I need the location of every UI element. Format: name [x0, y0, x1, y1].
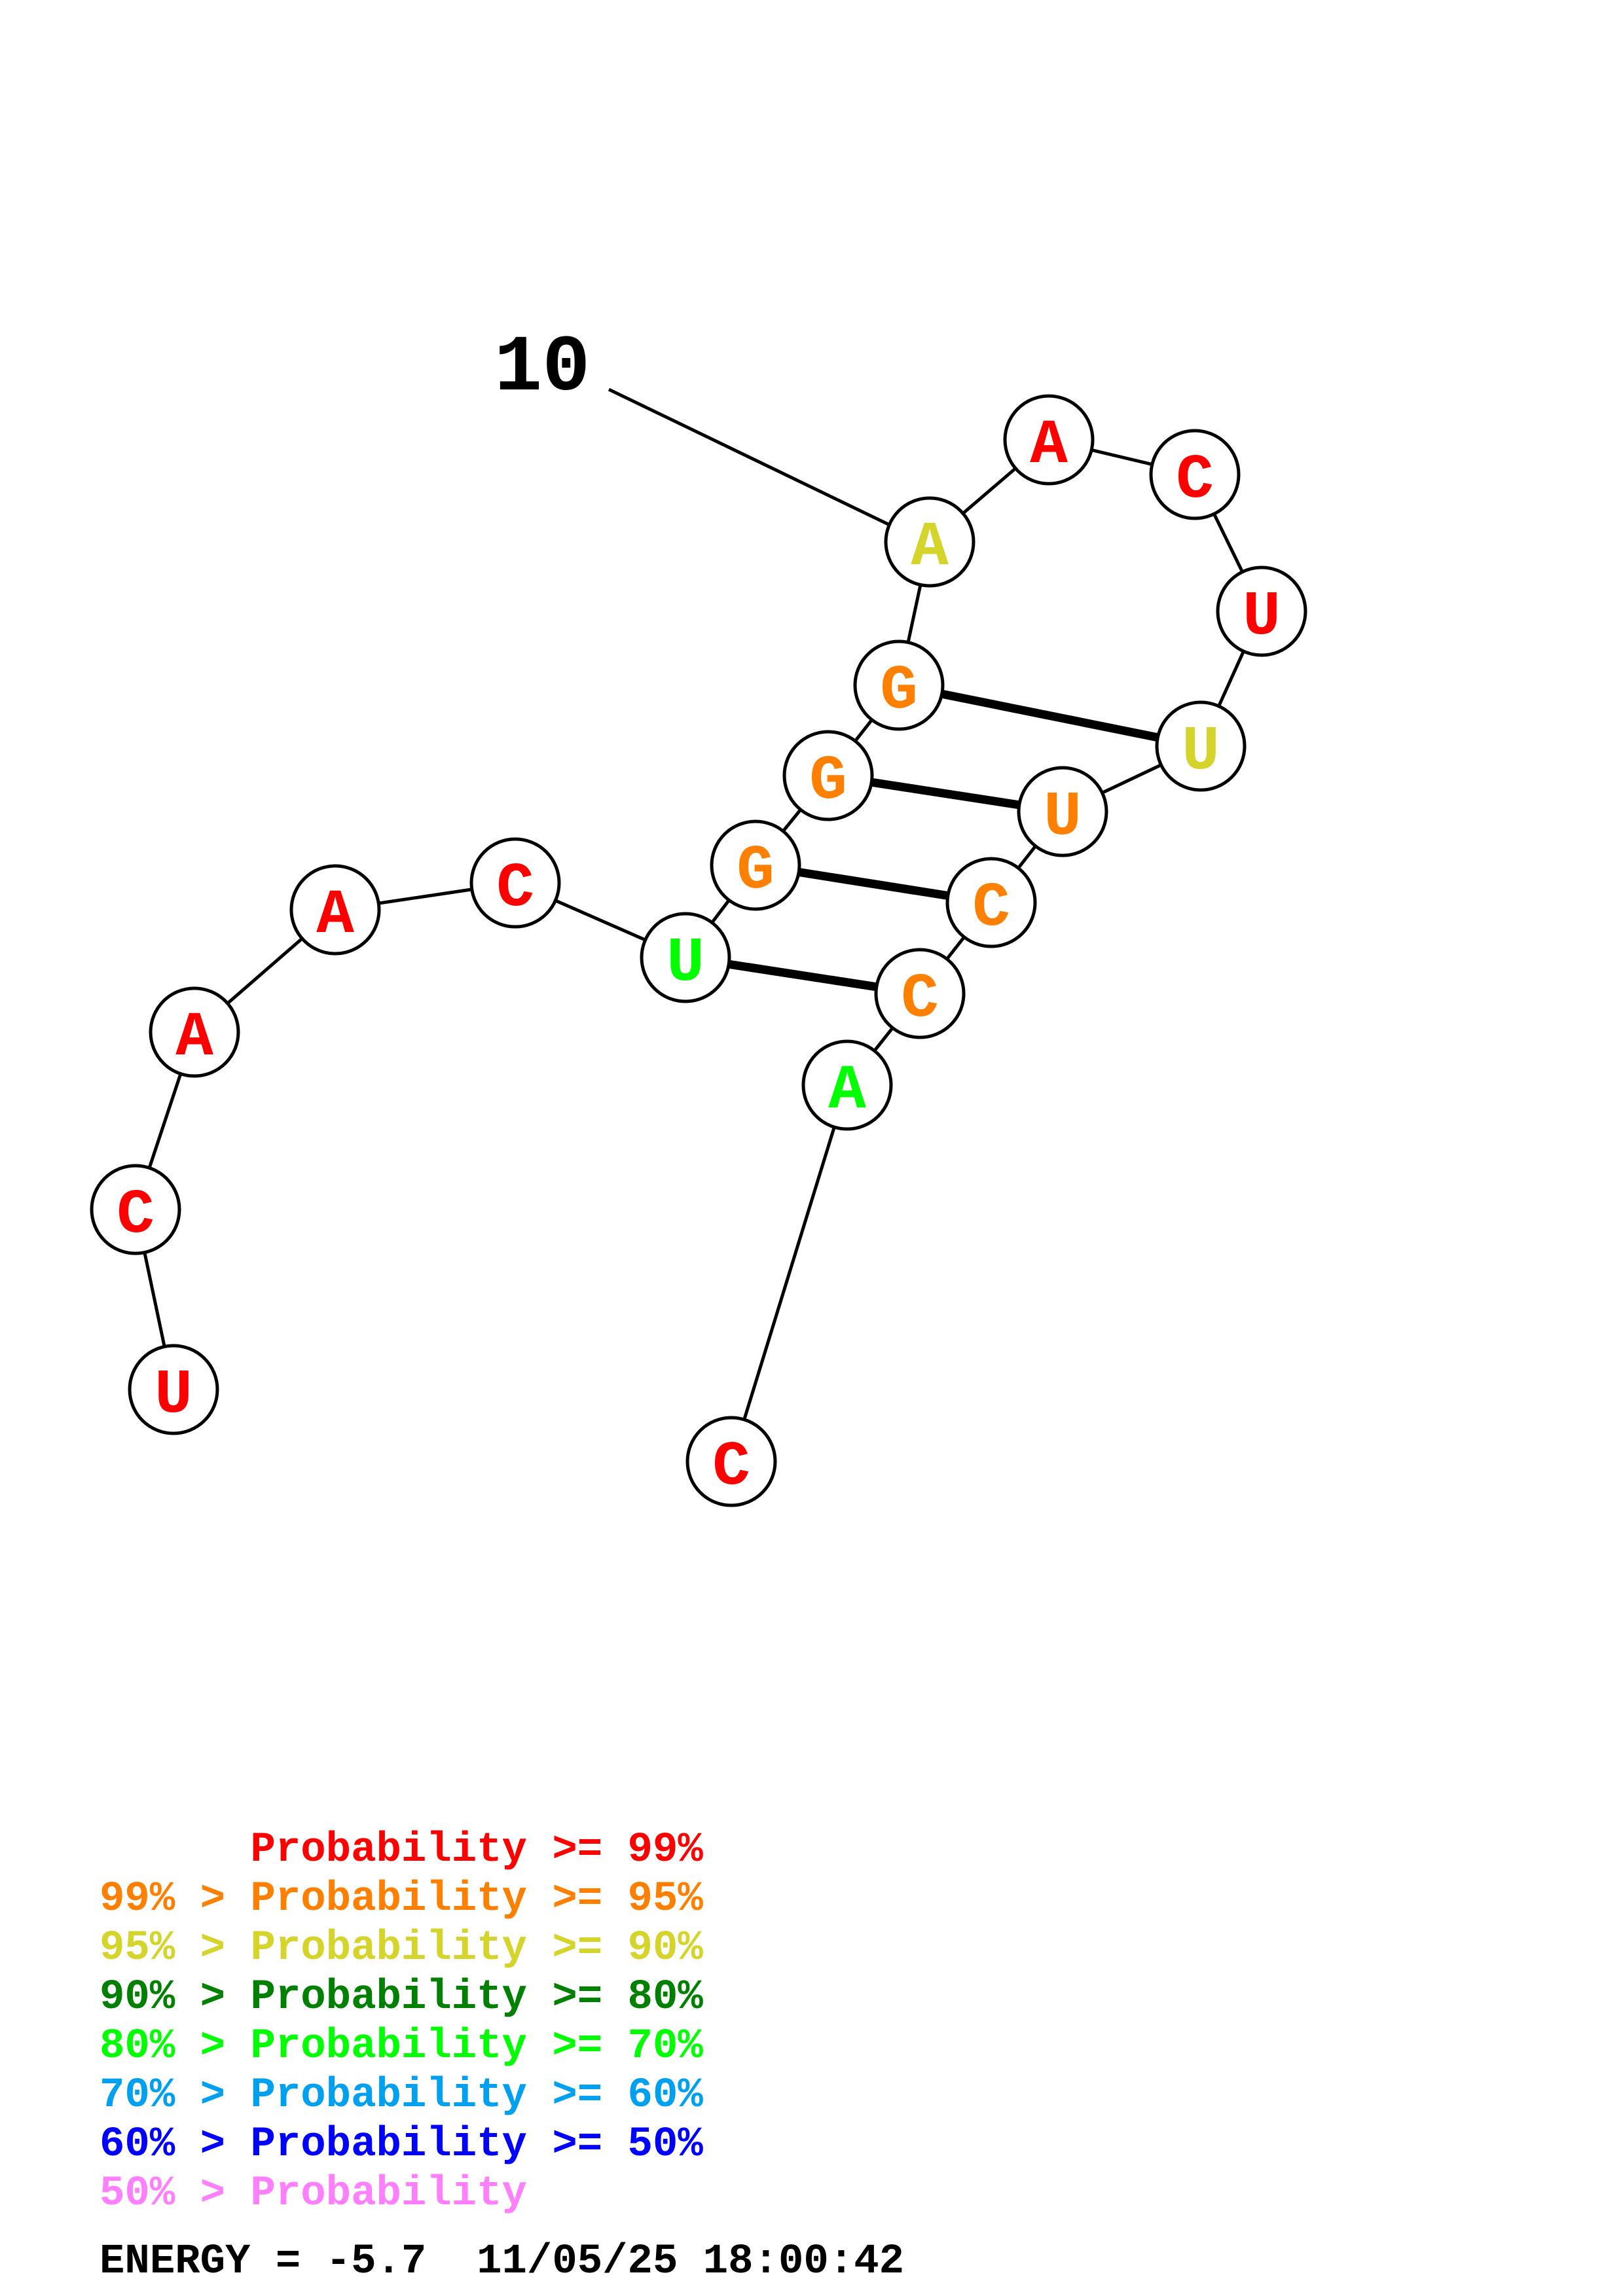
- nucleotide-circle: [289, 864, 381, 956]
- nucleotide-circle: [1017, 766, 1108, 857]
- nucleotide-17: C: [874, 948, 966, 1039]
- nucleotide-base-letter: G: [880, 655, 918, 726]
- nucleotide-2: C: [90, 1164, 181, 1255]
- nucleotide-circle: [710, 819, 801, 911]
- nucleotide-base-letter: A: [175, 1002, 213, 1073]
- nucleotide-base-letter: C: [901, 963, 939, 1035]
- nucleotide-15: U: [1017, 766, 1108, 857]
- nucleotide-circle: [782, 730, 874, 821]
- probability-legend: Probability >= 99% 99% > Probability >= 9…: [100, 1826, 703, 2219]
- nucleotide-1: U: [128, 1344, 219, 1435]
- base-pair-line: [898, 681, 1202, 751]
- backbone-segment: [729, 1085, 849, 1462]
- nucleotide-circle: [149, 986, 240, 1078]
- nucleotide-base-letter: A: [1030, 410, 1068, 481]
- nucleotide-circle: [1149, 429, 1241, 520]
- nucleotide-base-letter: A: [316, 880, 354, 951]
- nucleotide-circle: [90, 1164, 181, 1255]
- nucleotide-circle: [853, 639, 945, 731]
- nucleotide-6: U: [640, 912, 731, 1003]
- legend-entry: 95% > Probability >= 90%: [100, 1925, 703, 1972]
- energy-footer: ENERGY = -5.7 11/05/25 18:00:42: [100, 2238, 904, 2286]
- legend-entry: 50% > Probability: [100, 2170, 527, 2217]
- nucleotide-14: U: [1155, 700, 1247, 792]
- nucleotide-base-letter: U: [1182, 716, 1220, 787]
- nucleotide-base-letter: G: [737, 835, 775, 906]
- nucleotide-base-letter: U: [1243, 581, 1281, 653]
- nucleotide-base-letter: C: [1176, 444, 1214, 516]
- nucleotide-base-letter: A: [911, 512, 949, 583]
- nucleotide-base-letter: U: [155, 1359, 192, 1431]
- nucleotide-4: A: [289, 864, 381, 956]
- legend-entry: 80% > Probability >= 70%: [100, 2023, 703, 2070]
- nucleotide-circle: [685, 1416, 777, 1507]
- nucleotide-circle: [874, 948, 966, 1039]
- position-10-leader-line: [608, 387, 895, 529]
- nucleotide-base-letter: U: [666, 927, 704, 999]
- legend-entry: 90% > Probability >= 80%: [100, 1974, 703, 2021]
- nucleotide-base-letter: C: [496, 853, 534, 924]
- nucleotide-base-letter: C: [117, 1179, 155, 1251]
- nucleotide-13: U: [1216, 565, 1307, 657]
- legend-entry: 60% > Probability >= 50%: [100, 2121, 703, 2168]
- nucleotide-3: A: [149, 986, 240, 1078]
- legend-entry: 70% > Probability >= 60%: [100, 2072, 703, 2119]
- legend-entry: Probability >= 99%: [100, 1827, 703, 1874]
- nucleotide-base-letter: U: [1044, 781, 1082, 853]
- nucleotide-19: C: [685, 1416, 777, 1507]
- nucleotide-9: G: [853, 639, 945, 731]
- energy-value: ENERGY = -5.7: [100, 2238, 427, 2286]
- nucleotide-11: A: [1003, 394, 1095, 486]
- nucleotide-12: C: [1149, 429, 1241, 520]
- nucleotide-5: C: [469, 837, 561, 929]
- nucleotide-16: C: [945, 857, 1037, 948]
- nucleotide-circle: [945, 857, 1037, 948]
- nucleotide-circle: [1003, 394, 1095, 486]
- legend-entry: 99% > Probability >= 95%: [100, 1876, 703, 1923]
- nucleotide-7: G: [710, 819, 801, 911]
- nucleotide-8: G: [782, 730, 874, 821]
- nucleotide-circle: [469, 837, 561, 929]
- position-10-label: 10: [494, 323, 590, 414]
- nucleotide-circle: [640, 912, 731, 1003]
- nucleotide-circle: [1216, 565, 1307, 657]
- nucleotide-base-letter: G: [809, 745, 847, 817]
- nucleotide-base-letter: C: [712, 1431, 750, 1503]
- nucleotide-circle: [128, 1344, 219, 1435]
- nucleotide-circle: [884, 496, 976, 588]
- nucleotide-base-letter: C: [972, 872, 1010, 944]
- nucleotide-circle: [1155, 700, 1247, 792]
- nucleotide-18: A: [801, 1039, 893, 1131]
- nucleotide-circle: [801, 1039, 893, 1131]
- nucleotide-10: A: [884, 496, 976, 588]
- timestamp: 11/05/25 18:00:42: [477, 2238, 904, 2286]
- nucleotide-base-letter: A: [828, 1055, 866, 1126]
